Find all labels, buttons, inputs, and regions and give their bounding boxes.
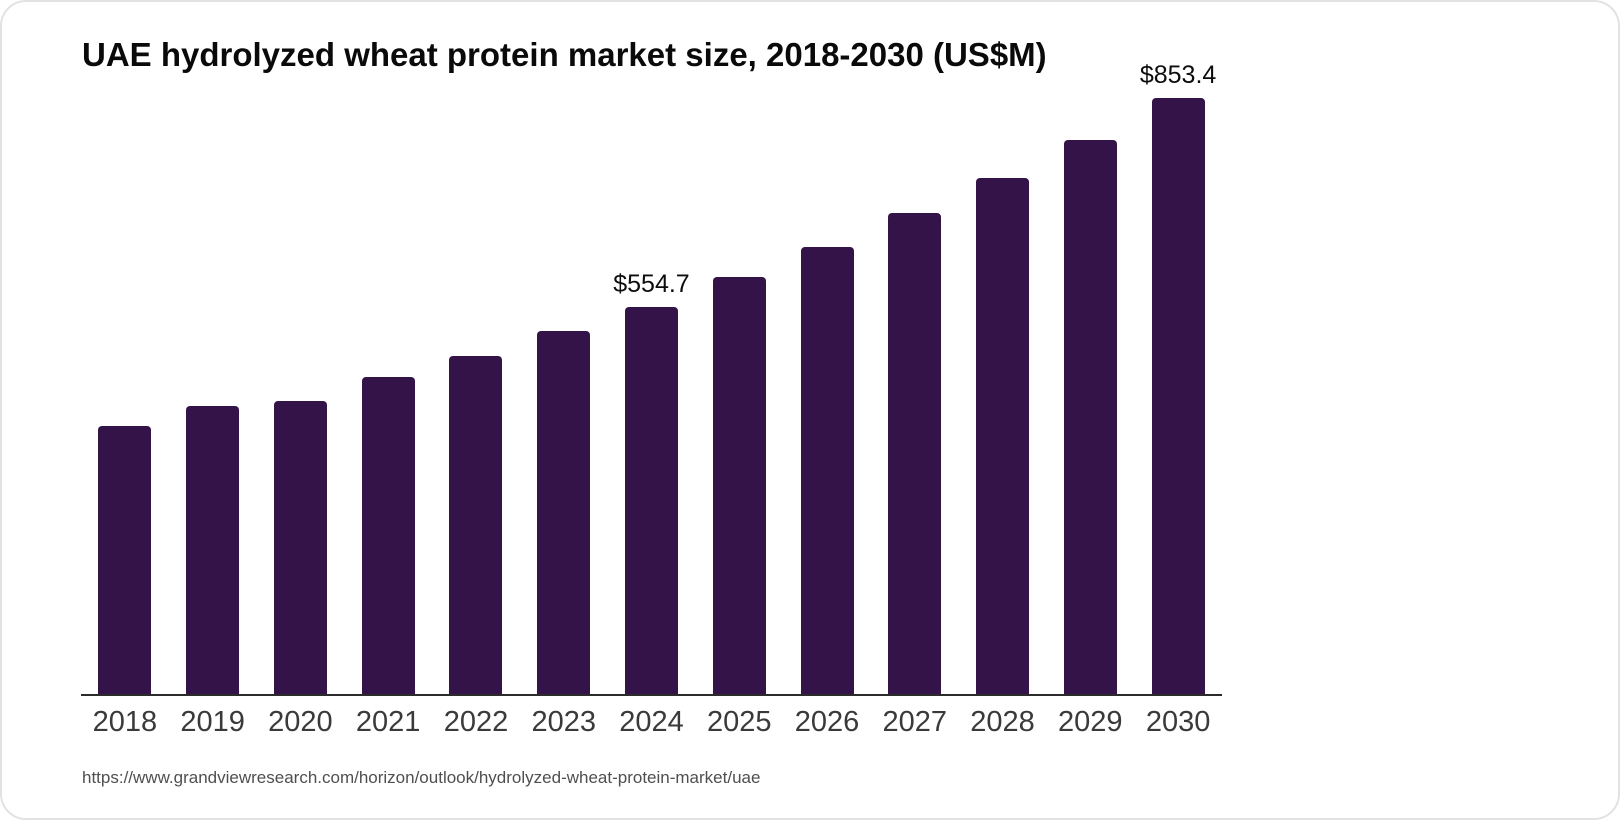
x-axis-tick-2030: 2030 [1145,706,1211,738]
x-axis-tick-2018: 2018 [92,706,158,738]
bar-2021 [361,377,415,694]
x-axis-tick-2019: 2019 [180,706,245,738]
bar-column-2024: $554.7 [608,100,696,694]
x-axis-tick-2024: 2024 [619,706,684,738]
bar-2023 [537,331,591,694]
x-axis-ticks: 2018 2019 2020 2021 2022 2023 2024 2025 2026 2027… [81,706,1222,739]
x-axis-tick-2025: 2025 [706,706,772,738]
bar-column-2023 [520,100,608,694]
bar-value-label-2024: $554.7 [613,269,690,298]
bar-value-label-2030: $853.4 [1139,61,1217,89]
bar-column-2030: $853.4 [1134,61,1222,694]
x-axis-tick-2023: 2023 [531,706,596,738]
x-axis-tick-2029: 2029 [1058,706,1123,738]
x-axis-tick-2020: 2020 [268,706,333,738]
bar-2019 [186,405,240,694]
bar-column-2026 [783,100,871,694]
bar-2026 [800,246,854,694]
bar-2020 [273,400,327,694]
bar-2022 [449,356,503,694]
x-axis-tick-2021: 2021 [355,706,421,738]
bar-2025 [712,276,766,694]
x-axis-tick-2022: 2022 [443,706,509,738]
x-axis-tick-2028: 2028 [970,706,1035,738]
bar-2029 [1063,139,1117,694]
bar-column-2027 [871,100,959,694]
x-axis-tick-2027: 2027 [882,706,948,738]
bar-column-2020 [257,100,345,694]
bar-column-2018 [81,100,169,694]
bar-column-2022 [432,100,520,694]
bar-column-2025 [695,100,783,694]
bar-column-2029 [1046,100,1134,694]
chart-title: UAE hydrolyzed wheat protein market size… [82,36,1047,73]
bar-2018 [98,425,152,694]
bar-2024 [624,306,678,694]
bar-chart-plot: $554.7 $853.4 [81,61,1222,696]
bar-column-2028 [959,100,1047,694]
x-axis-tick-2026: 2026 [794,706,860,738]
source-url: https://www.grandviewresearch.com/horizo… [82,768,761,787]
bar-column-2021 [344,100,432,694]
bar-2028 [976,178,1030,694]
bar-2027 [888,213,942,694]
bar-2030 [1151,98,1205,694]
bar-column-2019 [169,100,257,694]
